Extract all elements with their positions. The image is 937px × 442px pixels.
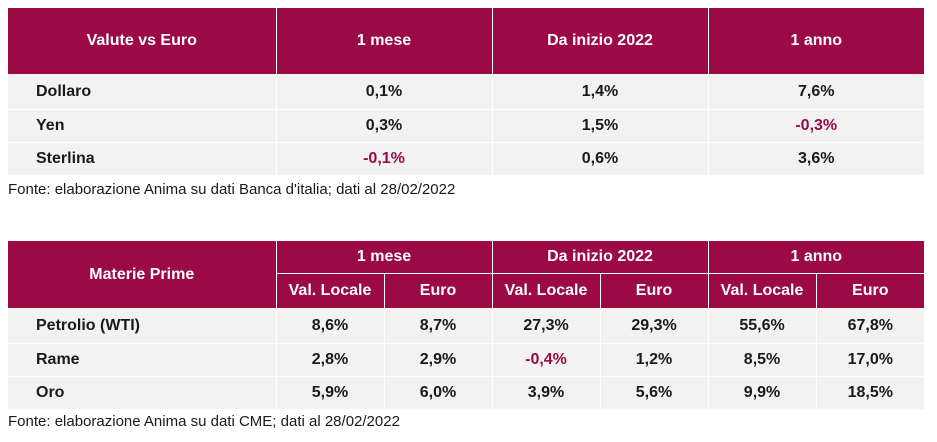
commodities-header-1y: 1 anno — [708, 241, 925, 274]
cell-value: 1,2% — [600, 343, 709, 377]
cell-value: 3,6% — [708, 142, 924, 176]
subheader-local: Val. Locale — [492, 273, 601, 308]
cell-value: 8,7% — [384, 308, 493, 344]
cell-value: 29,3% — [600, 308, 709, 344]
commodities-table: Materie Prime 1 mese Da inizio 2022 1 an… — [8, 241, 925, 410]
table-row: Rame 2,8% 2,9% -0,4% 1,2% 8,5% 17,0% — [8, 343, 925, 377]
commodities-source-note: Fonte: elaborazione Anima su dati CME; d… — [8, 413, 400, 430]
cell-value: 0,1% — [276, 74, 493, 110]
subheader-local: Val. Locale — [708, 273, 817, 308]
subheader-euro: Euro — [384, 273, 493, 308]
cell-value: 6,0% — [384, 376, 493, 410]
commodities-subheader-row: Val. Locale Euro Val. Locale Euro Val. L… — [8, 273, 925, 308]
row-label: Rame — [8, 343, 277, 377]
commodities-header-1m: 1 mese — [276, 241, 493, 274]
fx-header-label: Valute vs Euro — [8, 8, 277, 74]
row-label: Oro — [8, 376, 277, 410]
cell-value: 3,9% — [492, 376, 601, 410]
fx-header-1m: 1 mese — [276, 8, 493, 74]
fx-header-row: Valute vs Euro 1 mese Da inizio 2022 1 a… — [8, 8, 924, 74]
cell-value: 1,4% — [492, 74, 709, 110]
cell-value: 17,0% — [816, 343, 925, 377]
cell-value: 8,5% — [708, 343, 817, 377]
cell-value: 2,9% — [384, 343, 493, 377]
cell-value: 55,6% — [708, 308, 817, 344]
subheader-euro: Euro — [816, 273, 925, 308]
cell-value: 5,9% — [276, 376, 385, 410]
cell-value-negative: -0,4% — [492, 343, 601, 377]
cell-value-negative: -0,1% — [276, 142, 493, 176]
cell-value: 5,6% — [600, 376, 709, 410]
subheader-local: Val. Locale — [276, 273, 385, 308]
table-row: Petrolio (WTI) 8,6% 8,7% 27,3% 29,3% 55,… — [8, 308, 925, 344]
row-label: Sterlina — [8, 142, 277, 176]
table-row: Yen 0,3% 1,5% -0,3% — [8, 109, 924, 143]
table-row: Oro 5,9% 6,0% 3,9% 5,6% 9,9% 18,5% — [8, 376, 925, 410]
commodities-header-row: Materie Prime 1 mese Da inizio 2022 1 an… — [8, 241, 925, 308]
cell-value: 27,3% — [492, 308, 601, 344]
fx-source-note: Fonte: elaborazione Anima su dati Banca … — [8, 181, 456, 198]
row-label: Dollaro — [8, 74, 277, 110]
cell-value: 0,3% — [276, 109, 493, 143]
fx-header-1y: 1 anno — [708, 8, 924, 74]
table-row: Dollaro 0,1% 1,4% 7,6% — [8, 74, 924, 110]
row-label: Yen — [8, 109, 277, 143]
cell-value: 18,5% — [816, 376, 925, 410]
subheader-euro: Euro — [600, 273, 709, 308]
commodities-header-label: Materie Prime — [8, 241, 277, 308]
cell-value: 2,8% — [276, 343, 385, 377]
fx-header-ytd: Da inizio 2022 — [492, 8, 709, 74]
commodities-header-ytd: Da inizio 2022 — [492, 241, 709, 274]
cell-value: 0,6% — [492, 142, 709, 176]
cell-value: 67,8% — [816, 308, 925, 344]
row-label: Petrolio (WTI) — [8, 308, 277, 344]
cell-value: 7,6% — [708, 74, 924, 110]
table-row: Sterlina -0,1% 0,6% 3,6% — [8, 142, 924, 176]
cell-value: 9,9% — [708, 376, 817, 410]
cell-value-negative: -0,3% — [708, 109, 924, 143]
cell-value: 1,5% — [492, 109, 709, 143]
fx-table: Valute vs Euro 1 mese Da inizio 2022 1 a… — [8, 8, 924, 176]
cell-value: 8,6% — [276, 308, 385, 344]
